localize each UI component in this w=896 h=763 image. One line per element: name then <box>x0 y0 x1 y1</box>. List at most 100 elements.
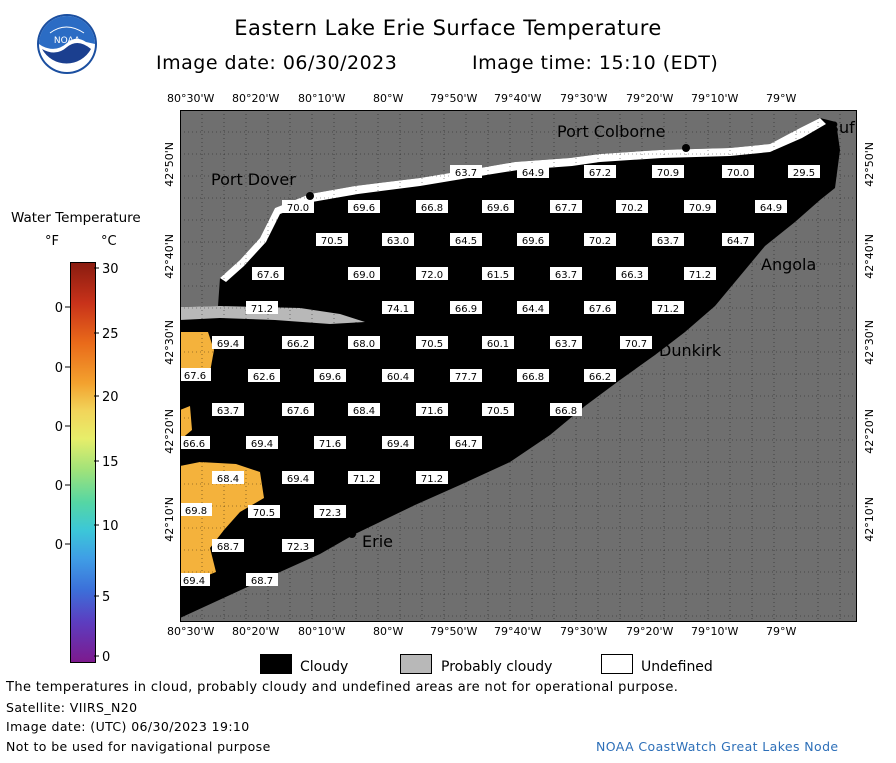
temp-label: 63.7 <box>555 270 577 281</box>
lon-label-top: 80°W <box>373 92 404 105</box>
temp-label-bg <box>282 403 314 416</box>
temp-label: 71.2 <box>657 304 679 315</box>
lat-label-left: 42°20'N <box>163 409 176 454</box>
temp-label-bg <box>382 369 414 382</box>
temp-label-bg <box>248 505 280 518</box>
temp-label: 63.0 <box>387 236 409 247</box>
temp-label: 68.7 <box>217 542 239 553</box>
lon-label-bottom: 79°20'W <box>626 625 674 638</box>
temp-label-bg <box>348 336 380 349</box>
temp-label-bg <box>652 233 684 246</box>
image-date: Image date: 06/30/2023 <box>156 52 398 74</box>
temp-label-bg <box>382 436 414 449</box>
temp-label-bg <box>450 436 482 449</box>
celsius-tick: 20 <box>102 390 119 405</box>
lon-label-bottom: 79°W <box>766 625 797 638</box>
temp-label-bg <box>348 200 380 213</box>
temp-label: 71.6 <box>319 439 341 450</box>
temp-label: 69.4 <box>251 439 273 450</box>
temp-label: 63.7 <box>217 406 239 417</box>
utc-date-text: Image date: (UTC) 06/30/2023 19:10 <box>6 719 250 734</box>
temp-label: 71.2 <box>689 270 711 281</box>
noaa-logo: NOAA <box>36 13 98 75</box>
temp-label-bg <box>620 336 652 349</box>
temp-label-bg <box>450 301 482 314</box>
colorbar-ticks: 8070605040302520151050 <box>55 262 119 665</box>
temp-label-bg <box>282 539 314 552</box>
credit-text: NOAA CoastWatch Great Lakes Node <box>596 739 839 754</box>
temp-label-bg <box>178 573 210 586</box>
temp-label: 72.3 <box>287 542 309 553</box>
legend-label-probably-cloudy: Probably cloudy <box>441 659 553 675</box>
temp-label: 70.2 <box>589 236 611 247</box>
temp-label: 64.5 <box>455 236 477 247</box>
temp-label-bg <box>282 336 314 349</box>
celsius-tick: 30 <box>102 262 119 277</box>
legend-swatch-undefined <box>601 654 633 674</box>
temp-label-bg <box>246 573 278 586</box>
lon-label-top: 79°W <box>766 92 797 105</box>
temp-label-bg <box>314 436 346 449</box>
temp-label-bg <box>550 267 582 280</box>
temperature-colorbar <box>70 262 96 663</box>
temp-label-bg <box>348 403 380 416</box>
temp-label-bg <box>684 200 716 213</box>
place-buffalo: Buf <box>828 118 855 137</box>
lon-label-top: 80°10'W <box>298 92 346 105</box>
fahrenheit-tick: 50 <box>55 479 63 494</box>
temp-label: 64.9 <box>522 168 544 179</box>
temp-label: 60.1 <box>487 339 509 350</box>
temp-label: 63.7 <box>455 168 477 179</box>
temp-label: 64.4 <box>522 304 544 315</box>
temp-label: 67.7 <box>555 203 577 214</box>
temp-label: 66.9 <box>455 304 477 315</box>
temp-label-bg <box>517 301 549 314</box>
temp-label: 66.8 <box>522 372 544 383</box>
temp-label-bg <box>246 436 278 449</box>
temp-label-bg <box>652 165 684 178</box>
temp-label-bg <box>212 471 244 484</box>
temp-label: 69.4 <box>387 439 409 450</box>
temp-label-bg <box>314 369 346 382</box>
temp-label: 62.6 <box>253 372 275 383</box>
place-dunkirk: Dunkirk <box>659 341 722 360</box>
temp-label: 69.6 <box>319 372 341 383</box>
temp-label: 63.7 <box>555 339 577 350</box>
temp-label-bg <box>550 200 582 213</box>
temp-label: 66.8 <box>421 203 443 214</box>
temp-label-bg <box>282 471 314 484</box>
temp-label: 66.3 <box>621 270 643 281</box>
celsius-tick: 15 <box>102 455 119 470</box>
temp-label-bg <box>584 301 616 314</box>
temp-label: 74.1 <box>387 304 409 315</box>
temp-label-bg <box>616 200 648 213</box>
temp-label-bg <box>550 336 582 349</box>
temp-label: 70.7 <box>625 339 647 350</box>
temp-label: 69.0 <box>353 270 375 281</box>
lat-label-right: 42°10'N <box>863 497 876 542</box>
temp-label-bg <box>517 233 549 246</box>
lon-label-bottom: 80°20'W <box>232 625 280 638</box>
fahrenheit-tick: 80 <box>55 301 63 316</box>
temp-label-bg <box>178 436 210 449</box>
lat-label-left: 42°10'N <box>163 497 176 542</box>
temp-label: 63.7 <box>657 236 679 247</box>
temp-label-bg <box>246 301 278 314</box>
temp-label-bg <box>212 403 244 416</box>
temp-label: 68.7 <box>251 576 273 587</box>
temp-label: 70.9 <box>657 168 679 179</box>
temp-label: 70.0 <box>727 168 749 179</box>
lat-label-right: 42°50'N <box>863 142 876 187</box>
image-time: Image time: 15:10 (EDT) <box>472 52 719 74</box>
fahrenheit-tick: 60 <box>55 420 63 435</box>
temp-label-bg <box>212 539 244 552</box>
temp-label: 69.6 <box>353 203 375 214</box>
lake-erie-map: 63.7 64.9 67.2 70.9 70.0 29.5 70.0 69.6 66.8 69.6… <box>178 109 857 622</box>
lon-label-top: 79°40'W <box>494 92 542 105</box>
temp-label-bg <box>450 165 482 178</box>
temp-label: 70.5 <box>321 236 343 247</box>
temp-label: 70.2 <box>621 203 643 214</box>
temp-label: 70.0 <box>287 203 309 214</box>
temp-label: 69.4 <box>287 474 309 485</box>
lat-label-right: 42°40'N <box>863 234 876 279</box>
